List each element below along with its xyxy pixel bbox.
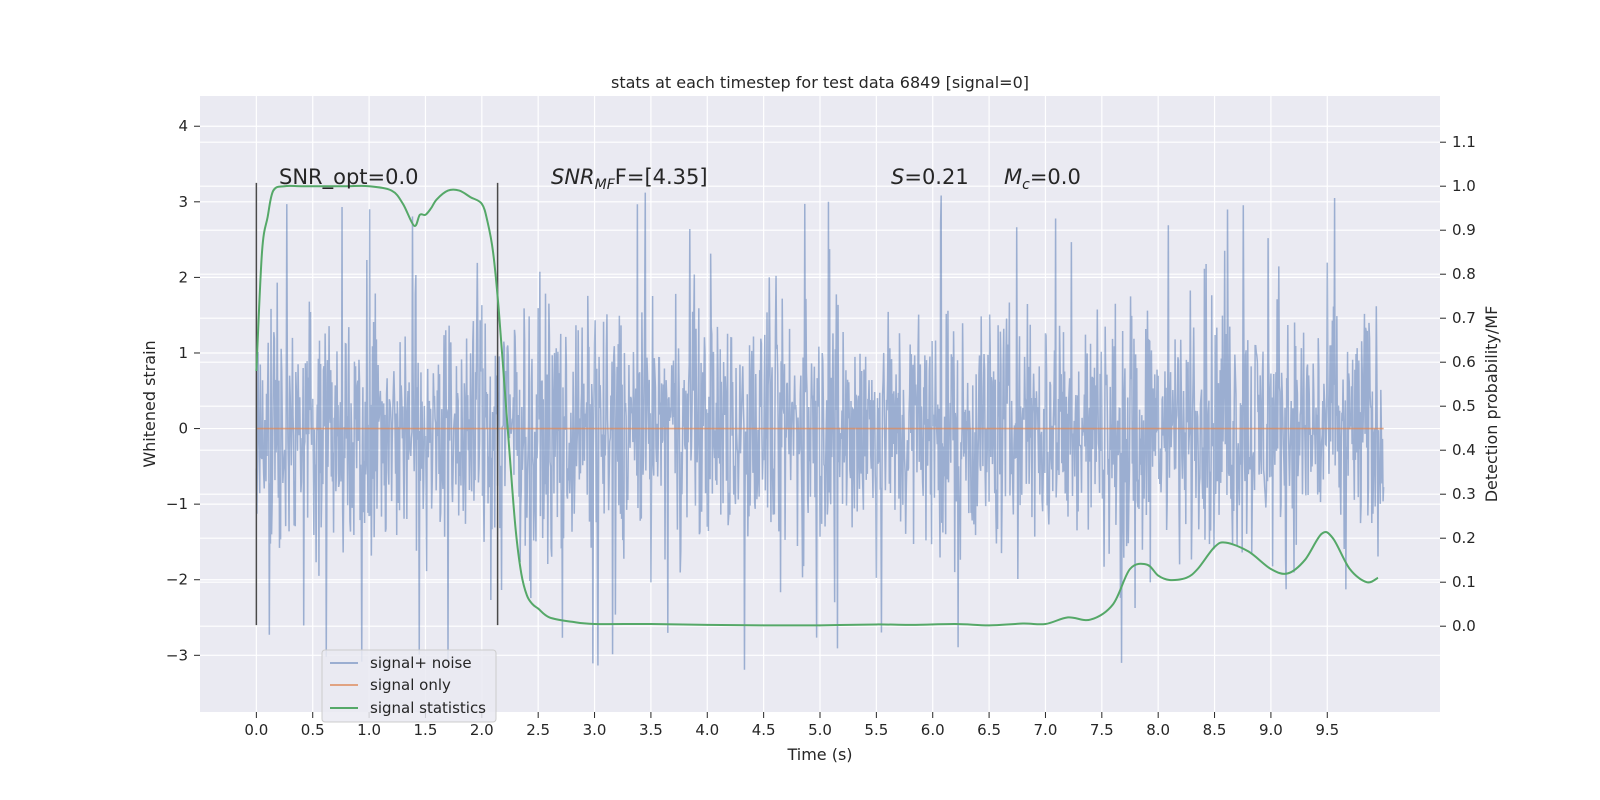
x-tick-label-2: 1.0: [357, 721, 381, 739]
x-tick-label-16: 8.0: [1146, 721, 1170, 739]
x-tick-label-6: 3.0: [583, 721, 607, 739]
annotation-snr-mf-rest: F=[4.35]: [615, 165, 708, 189]
x-tick-label-11: 5.5: [864, 721, 888, 739]
legend-label-noise: signal+ noise: [370, 654, 472, 672]
x-tick-label-4: 2.0: [470, 721, 494, 739]
annotation-s-main: S: [891, 165, 904, 189]
y2-tick-label-7: 0.7: [1452, 309, 1476, 327]
x-tick-label-7: 3.5: [639, 721, 663, 739]
annotation-snr-mf: SNRMFF=[4.35]: [551, 165, 708, 193]
annotation-snr-mf-main: SNR: [551, 165, 595, 189]
y2-tick-label-0: 0.0: [1452, 617, 1476, 635]
x-tick-label-0: 0.0: [244, 721, 268, 739]
x-tick-label-15: 7.5: [1090, 721, 1114, 739]
series-signal-noise-line: [255, 192, 1385, 670]
annotation-s-rest: =0.21: [904, 165, 968, 189]
x-tick-label-3: 1.5: [414, 721, 438, 739]
y-tick-label-2: −1: [166, 495, 188, 513]
legend-label-statistics: signal statistics: [370, 699, 486, 717]
signal-noise-series: [255, 192, 1385, 670]
chart-title: stats at each timestep for test data 684…: [611, 73, 1029, 92]
y2-tick-label-5: 0.5: [1452, 397, 1476, 415]
y2-tick-label-10: 1.0: [1452, 177, 1476, 195]
signal-statistics-series: [255, 184, 1379, 627]
annotation-snr-opt: SNR_opt=0.0: [279, 165, 419, 190]
x-tick-label-17: 8.5: [1203, 721, 1227, 739]
x-tick-label-10: 5.0: [808, 721, 832, 739]
y2-tick-label-11: 1.1: [1452, 133, 1476, 151]
annotation-snr-mf-sub: MF: [595, 177, 616, 193]
annotation-mc: Mc=0.0: [1004, 165, 1081, 193]
x-tick-label-5: 2.5: [526, 721, 550, 739]
y2-tick-label-4: 0.4: [1452, 441, 1476, 459]
legend-box: [321, 649, 497, 723]
x-tick-label-1: 0.5: [301, 721, 325, 739]
x-tick-label-19: 9.5: [1315, 721, 1339, 739]
annotation-mc-rest: =0.0: [1030, 165, 1081, 189]
y-tick-label-7: 4: [178, 117, 188, 135]
x-axis-ticks: 0.0 0.5 1.0 1.5 2.0 2.5 3.0 3.5 4.0 4.5 5.0 5.5 6.0 6…: [244, 712, 1339, 739]
annotation-mc-sub: c: [1022, 177, 1030, 193]
y-axis-label: Whitened strain: [140, 340, 159, 467]
y-tick-label-6: 3: [178, 193, 188, 211]
series-signal-statistics-line: [255, 184, 1379, 627]
x-axis-label: Time (s): [786, 745, 852, 764]
y2-tick-label-8: 0.8: [1452, 265, 1476, 283]
vertical-markers: [255, 182, 499, 626]
annotation-mc-main: M: [1004, 165, 1022, 189]
y2-tick-label-1: 0.1: [1452, 573, 1476, 591]
legend: signal+ noise signal only signal statist…: [321, 649, 497, 723]
y2-tick-label-6: 0.6: [1452, 353, 1476, 371]
y-axis-ticks: −3 −2 −1 0 1 2 3 4: [166, 117, 200, 664]
x-tick-label-14: 7.0: [1034, 721, 1058, 739]
legend-label-signal-only: signal only: [370, 676, 451, 694]
y-tick-label-0: −3: [166, 646, 188, 664]
y2-axis-ticks: 0.0 0.1 0.2 0.3 0.4 0.5 0.6 0.7 0.8 0.9 1.0 1.1: [1440, 133, 1476, 635]
x-tick-label-13: 6.5: [977, 721, 1001, 739]
annotation-s-stat: S=0.21: [891, 165, 969, 189]
x-tick-label-12: 6.0: [921, 721, 945, 739]
y2-tick-label-2: 0.2: [1452, 529, 1476, 547]
y-tick-label-4: 1: [178, 344, 188, 362]
x-tick-label-8: 4.0: [695, 721, 719, 739]
x-tick-label-9: 4.5: [752, 721, 776, 739]
y-tick-label-1: −2: [166, 571, 188, 589]
y2-tick-label-9: 0.9: [1452, 221, 1476, 239]
y2-tick-label-3: 0.3: [1452, 485, 1476, 503]
y-tick-label-5: 2: [178, 268, 188, 286]
x-tick-label-18: 9.0: [1259, 721, 1283, 739]
y2-axis-label: Detection probability/MF: [1482, 306, 1501, 503]
y-tick-label-3: 0: [178, 420, 188, 438]
